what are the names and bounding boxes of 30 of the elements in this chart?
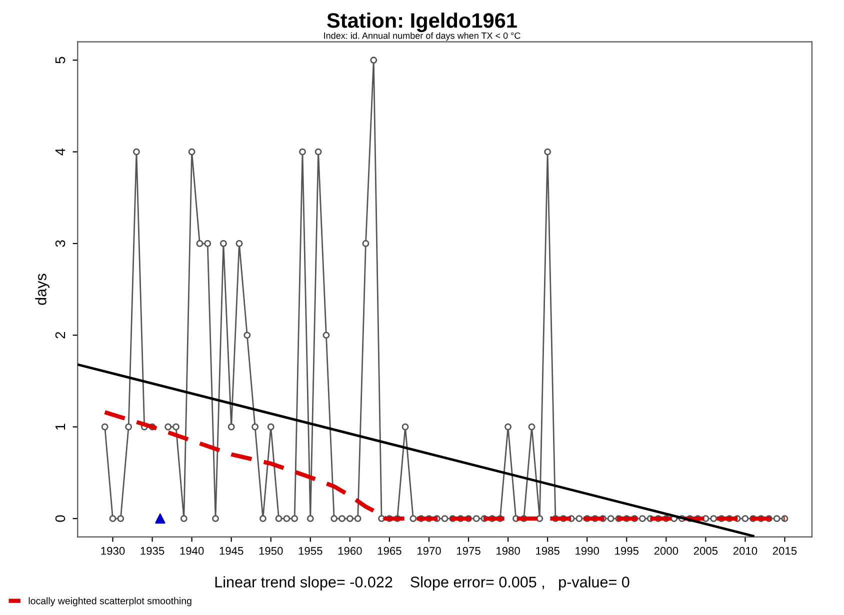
x-tick-label: 1940 [180, 546, 204, 555]
x-tick-label: 2015 [772, 546, 797, 555]
y-tick-label: 0 [55, 515, 66, 522]
y-tick-label: 2 [55, 332, 66, 338]
y-tick-label: 5 [55, 56, 66, 64]
y-tick-label: 4 [55, 148, 66, 156]
x-tick-label: 1945 [220, 546, 244, 555]
x-tick-label: 2000 [654, 546, 678, 555]
x-tick-label: 1960 [338, 546, 362, 555]
x-tick-label: 1995 [615, 546, 639, 555]
chart-title: Station: Igeldo1961 [327, 12, 517, 32]
x-tick-label: 1965 [378, 546, 402, 555]
y-tick-label: 3 [55, 240, 66, 247]
x-tick-label: 1970 [417, 546, 441, 555]
x-tick-label: 1980 [496, 546, 520, 555]
y-tick-label: 1 [55, 424, 66, 430]
x-tick-label: 1975 [456, 546, 480, 555]
x-tick-label: 2005 [694, 546, 718, 555]
x-tick-label: 1950 [259, 546, 283, 555]
chart-subtitle: Index: id. Annual number of days when TX < 0 °C [324, 32, 520, 41]
x-tick-label: 2010 [733, 546, 758, 555]
text: Linear trend slope= -0.022 Slope error= 0.005 , p-value= 0 [215, 576, 630, 590]
legend-label: locally weighted scatterplot smoothing [28, 597, 192, 606]
x-tick-label: 1955 [298, 546, 322, 555]
x-tick-label: 1985 [536, 546, 560, 555]
x-tick-label: 1930 [101, 546, 125, 555]
x-tick-label: 1935 [140, 546, 164, 555]
y-axis-title: days [35, 274, 50, 305]
line-series [102, 410, 787, 521]
x-tick-label: 1990 [576, 546, 600, 555]
